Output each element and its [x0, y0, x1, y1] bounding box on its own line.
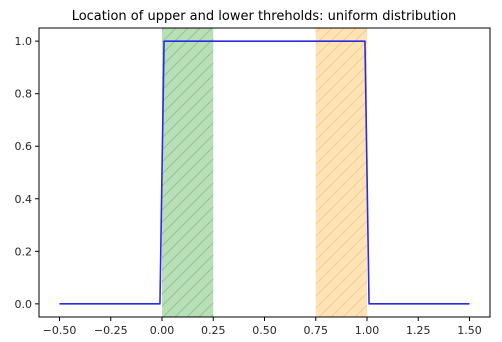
y-tick-label: 0.0: [15, 298, 33, 311]
x-tick-label: 0.25: [201, 324, 226, 337]
x-tick-label: −0.50: [43, 324, 77, 337]
x-tick-label: 0.50: [252, 324, 277, 337]
y-tick-label: 0.8: [15, 88, 33, 101]
plot-frame: [38, 27, 491, 318]
x-tick-label: 1.25: [406, 324, 431, 337]
series-line: [59, 40, 470, 305]
shaded-region: [315, 28, 367, 317]
y-tick-label: 0.6: [15, 140, 33, 153]
shaded-regions: [162, 28, 367, 317]
shaded-region: [162, 28, 214, 317]
series-layer: [59, 40, 470, 305]
x-tick-label: 1.50: [457, 324, 482, 337]
y-axis: 0.0 0.2 0.4 0.6 0.8 1.0: [15, 35, 39, 311]
y-tick-label: 0.2: [15, 245, 33, 258]
chart-title: Location of upper and lower threholds: u…: [72, 9, 457, 24]
y-tick-label: 0.4: [15, 193, 33, 206]
x-tick-label: 0.75: [304, 324, 329, 337]
y-tick-label: 1.0: [15, 35, 33, 48]
x-tick-label: −0.25: [94, 324, 128, 337]
x-tick-label: 0.00: [150, 324, 175, 337]
x-axis: −0.50 −0.25 0.00 0.25 0.50 0.75 1.00 1.25 1.50: [43, 317, 482, 337]
x-tick-label: 1.00: [355, 324, 380, 337]
